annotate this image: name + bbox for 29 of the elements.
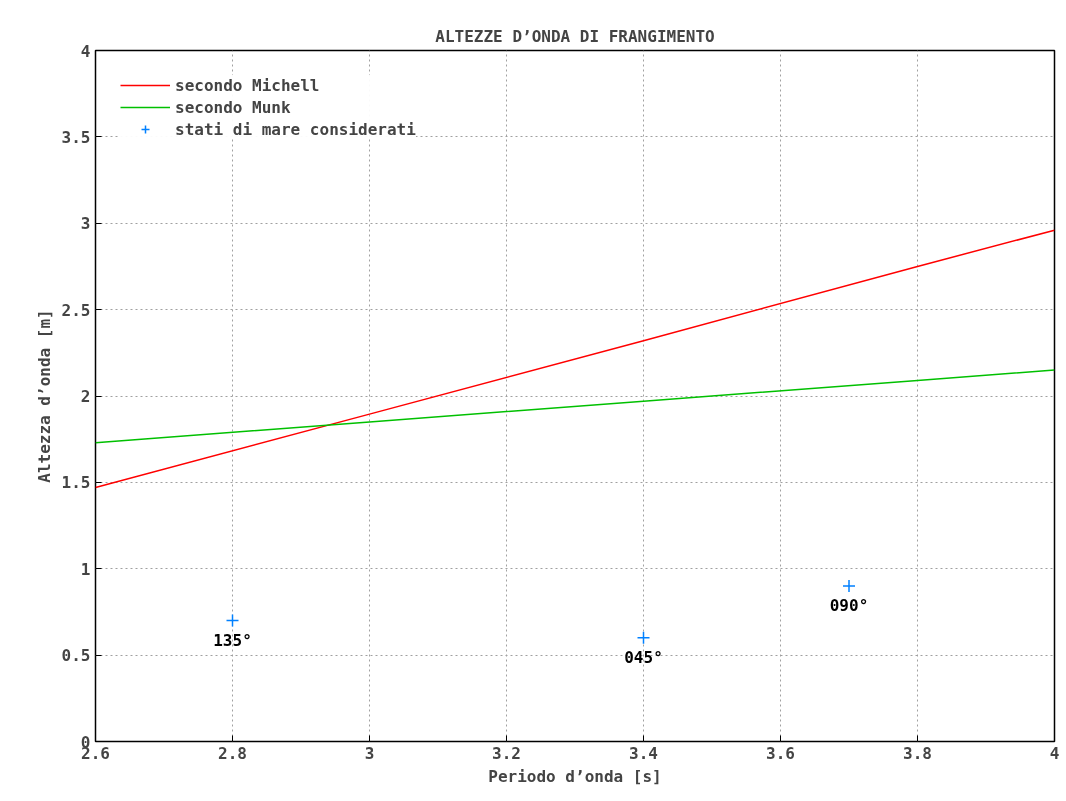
annotation: 090° xyxy=(829,596,869,616)
point xyxy=(636,631,651,645)
y-tick-label: 3.5 xyxy=(61,127,91,147)
line-series xyxy=(95,369,1055,444)
x-tick-label: 3.8 xyxy=(903,743,932,763)
point xyxy=(842,579,856,593)
chart-title: ALTEZZE D’ONDA DI FRANGIMENTO xyxy=(435,26,715,46)
x-tick-label: 3.4 xyxy=(629,743,658,763)
x-tick-label: 2.8 xyxy=(218,743,247,763)
y-tick-label: 1.5 xyxy=(61,473,91,493)
legend-label: stati di mare considerati xyxy=(175,119,416,139)
y-tick-label: 0.5 xyxy=(61,646,91,666)
annotation: 045° xyxy=(624,647,663,667)
annotation: 135° xyxy=(213,630,252,650)
legend-label: secondo Munk xyxy=(175,97,291,117)
x-tick-label: 3.6 xyxy=(766,743,795,763)
x-axis-title: Periodo d’onda [s] xyxy=(488,766,662,786)
y-tick-label: 3 xyxy=(80,214,91,234)
y-axis-title: Altezza d’onda [m] xyxy=(34,309,54,483)
line-series xyxy=(95,229,1055,489)
y-tick-label: 2.5 xyxy=(61,300,91,320)
y-tick-label: 2 xyxy=(80,387,91,406)
point xyxy=(225,613,240,628)
legend-label: secondo Michell xyxy=(175,75,320,95)
y-tick-label: 4 xyxy=(80,41,91,61)
x-tick-label: 3 xyxy=(364,743,375,763)
y-tick-label: 1 xyxy=(80,559,91,579)
x-tick-label: 4 xyxy=(1049,743,1060,763)
x-tick-label: 3.2 xyxy=(492,743,521,763)
